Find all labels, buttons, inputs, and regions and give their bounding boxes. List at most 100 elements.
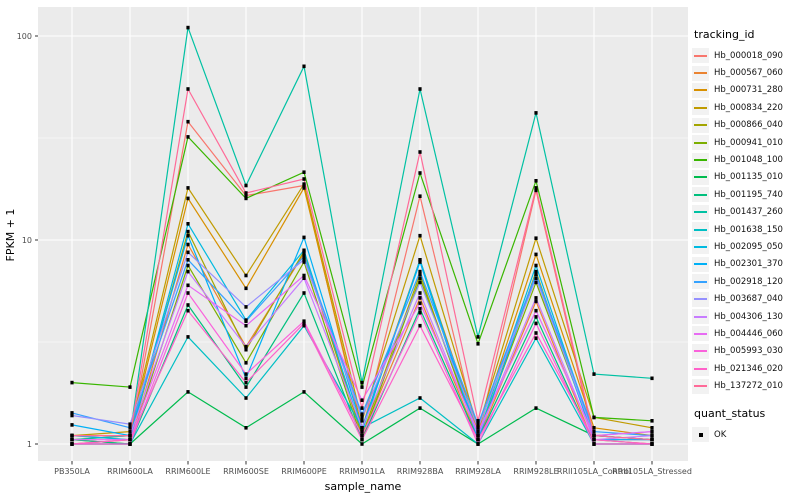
data-point xyxy=(186,135,190,139)
legend-item-label: Hb_001135_010 xyxy=(714,172,783,183)
series-color-line-icon xyxy=(694,141,707,144)
series-color-line-icon xyxy=(694,350,707,353)
legend-item-label: Hb_002301_370 xyxy=(714,259,783,270)
data-point xyxy=(186,291,190,295)
legend-key-icon xyxy=(692,291,709,307)
legend-key-icon xyxy=(692,239,709,255)
legend-item-Hb_003687_040: Hb_003687_040 xyxy=(692,290,798,307)
legend-item-Hb_000567_060: Hb_000567_060 xyxy=(692,64,798,81)
series-color-line-icon xyxy=(694,211,707,214)
data-point xyxy=(186,390,190,394)
data-point xyxy=(418,150,422,154)
legend-item-label: Hb_000731_280 xyxy=(714,85,783,96)
series-color-line-icon xyxy=(694,106,707,109)
y-tick-label: 1 xyxy=(27,440,32,449)
data-point xyxy=(476,437,480,442)
series-color-line-icon xyxy=(694,245,707,248)
black-square-point-icon xyxy=(698,432,703,437)
legend-key-icon xyxy=(692,256,709,272)
data-point xyxy=(476,335,480,339)
legend-item-label: Hb_137272_010 xyxy=(714,381,783,392)
data-point xyxy=(70,380,74,385)
data-point xyxy=(244,376,248,381)
x-tick-label: RRIM600PE xyxy=(281,467,327,476)
data-point xyxy=(418,171,422,175)
legend-item-label: Hb_004446_060 xyxy=(714,328,783,339)
x-tick-label: PB350LA xyxy=(54,467,90,476)
legend-item-Hb_005993_030: Hb_005993_030 xyxy=(692,343,798,360)
quant-status-block: quant_status OK xyxy=(692,407,798,443)
legend-item-label: Hb_000567_060 xyxy=(714,68,783,79)
legend-item-Hb_000834_220: Hb_000834_220 xyxy=(692,99,798,116)
data-point xyxy=(418,296,422,300)
data-point xyxy=(534,308,538,313)
series-color-line-icon xyxy=(694,193,707,196)
data-point xyxy=(186,258,190,262)
data-point xyxy=(418,260,422,264)
data-point xyxy=(534,315,538,319)
data-point xyxy=(70,423,74,427)
legend-item-label: Hb_004306_130 xyxy=(714,311,783,322)
legend-item-label: Hb_000834_220 xyxy=(714,102,783,113)
legend-key-icon xyxy=(692,117,709,133)
data-point xyxy=(360,406,364,410)
data-point xyxy=(360,433,364,438)
data-point xyxy=(302,251,306,256)
data-point xyxy=(128,433,132,438)
y-tick-label: 100 xyxy=(17,32,32,41)
data-point xyxy=(302,186,306,190)
data-point xyxy=(186,308,190,313)
data-point xyxy=(186,25,190,30)
legend-key-icon xyxy=(692,82,709,98)
data-point xyxy=(302,235,306,240)
x-tick-label: RRIM928LA xyxy=(455,467,501,476)
legend-key-icon xyxy=(692,204,709,220)
x-tick-label: RRII105LA_Control xyxy=(557,467,631,476)
legend-item-Hb_000866_040: Hb_000866_040 xyxy=(692,117,798,134)
data-point xyxy=(302,323,306,328)
data-point xyxy=(534,331,538,335)
data-point xyxy=(360,398,364,402)
series-color-line-icon xyxy=(694,54,707,57)
data-point xyxy=(186,269,190,274)
legend-item-Hb_004306_130: Hb_004306_130 xyxy=(692,308,798,325)
data-point xyxy=(360,380,364,385)
data-point xyxy=(650,419,654,423)
data-point xyxy=(650,376,654,381)
data-point xyxy=(650,429,654,434)
series-color-line-icon xyxy=(694,315,707,318)
legend-item-Hb_000731_280: Hb_000731_280 xyxy=(692,82,798,99)
series-color-line-icon xyxy=(694,332,707,335)
data-point xyxy=(244,305,248,309)
data-point xyxy=(534,179,538,183)
data-point xyxy=(418,310,422,315)
legend-key-icon xyxy=(692,187,709,203)
data-point xyxy=(302,177,306,181)
x-tick-label: RRIM901LA xyxy=(339,467,385,476)
data-point xyxy=(244,426,248,430)
data-point xyxy=(244,196,248,201)
data-point xyxy=(186,196,190,201)
data-point xyxy=(534,280,538,285)
data-point xyxy=(128,422,132,426)
data-point xyxy=(244,319,248,323)
data-point xyxy=(244,344,248,349)
x-tick-label: RRII105LA_Stressed xyxy=(612,467,692,476)
legend-item-label: Hb_000018_090 xyxy=(714,50,783,61)
data-point xyxy=(302,254,306,259)
data-point xyxy=(70,413,74,418)
data-point xyxy=(418,87,422,91)
quant-ok-key-icon xyxy=(692,427,709,442)
data-point xyxy=(534,406,538,410)
legend-item-quant-ok: OK xyxy=(692,426,798,443)
data-point xyxy=(418,406,422,410)
legend-panel: tracking_id Hb_000018_090 Hb_000567_060 Hb… xyxy=(692,28,798,443)
data-point xyxy=(244,380,248,385)
data-point xyxy=(244,347,248,352)
data-point xyxy=(128,442,132,446)
data-point xyxy=(70,411,74,415)
legend-title-tracking-id: tracking_id xyxy=(694,28,755,41)
series-color-line-icon xyxy=(694,263,707,266)
data-point xyxy=(418,280,422,285)
legend-title-quant-status: quant_status xyxy=(694,406,766,420)
